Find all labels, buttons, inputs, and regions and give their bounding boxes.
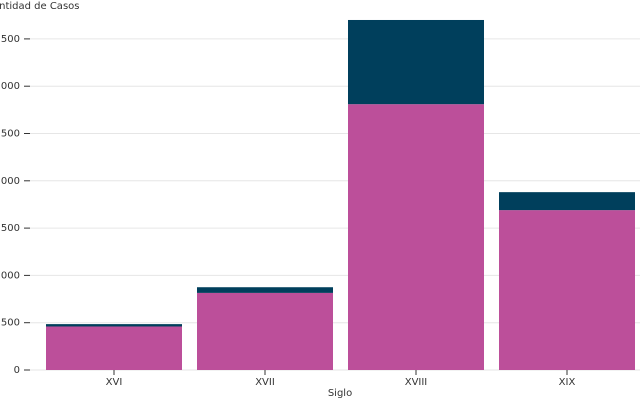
bar-segment xyxy=(197,292,333,370)
x-axis-title: Siglo xyxy=(328,388,352,399)
y-tick-label: 0 xyxy=(14,365,20,376)
x-tick-label: XVI xyxy=(106,377,123,388)
y-tick-label: 2,000 xyxy=(0,176,20,187)
y-tick-label: 2,500 xyxy=(0,129,20,140)
x-tick-label: XVII xyxy=(255,377,275,388)
bar-segment xyxy=(348,19,484,105)
y-tick-label: 1,000 xyxy=(0,270,20,281)
bar-segment xyxy=(348,104,484,370)
x-tick-label: XIX xyxy=(559,377,576,388)
x-tick-label: XVIII xyxy=(405,377,428,388)
y-axis-title: Cantidad de Casos xyxy=(0,1,79,12)
y-tick-label: 3,500 xyxy=(0,34,20,45)
bar-segment xyxy=(499,210,635,370)
bar-segment xyxy=(46,326,182,370)
y-tick-label: 3,000 xyxy=(0,81,20,92)
bar-segment xyxy=(197,287,333,293)
bar-segment xyxy=(46,324,182,327)
y-tick-label: 500 xyxy=(1,318,20,329)
bar-segment xyxy=(499,192,635,211)
y-tick-label: 1,500 xyxy=(0,223,20,234)
